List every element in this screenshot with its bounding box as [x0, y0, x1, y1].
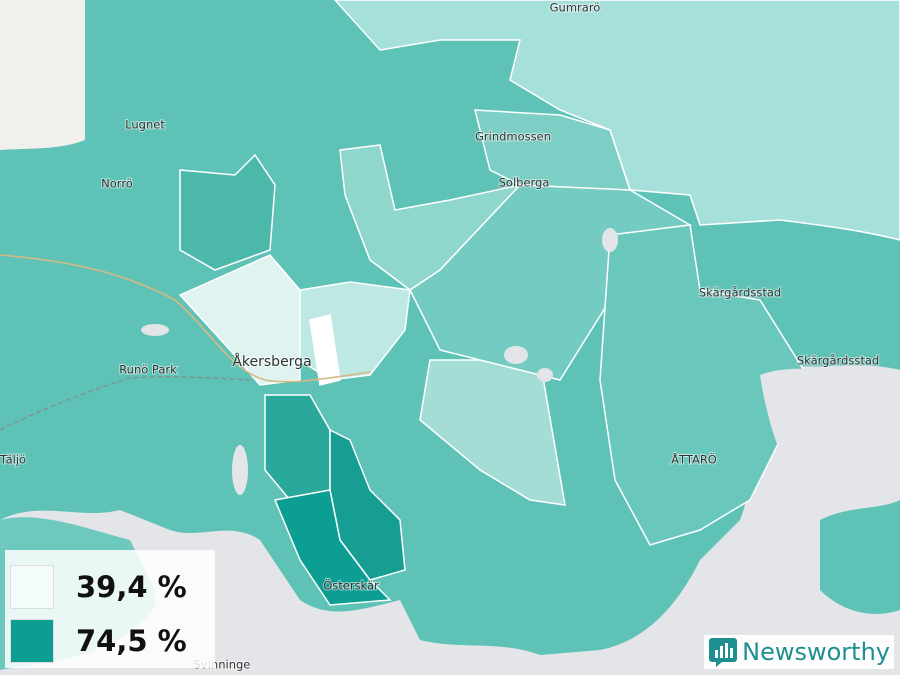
brand: Newsworthy — [704, 635, 894, 669]
legend: 39,4 % 74,5 % — [5, 550, 215, 668]
outside-area — [0, 0, 85, 150]
brand-name: Newsworthy — [742, 638, 890, 666]
place-label: Norrö — [101, 177, 133, 191]
regions — [178, 0, 900, 606]
road — [0, 254, 371, 383]
region — [179, 153, 276, 271]
place-label: Täljö — [0, 453, 26, 467]
island — [820, 500, 900, 614]
region — [273, 489, 392, 606]
legend-item: 39,4 % — [5, 561, 215, 613]
legend-item: 74,5 % — [5, 615, 215, 667]
legend-items: 39,4 % 74,5 % — [5, 561, 215, 667]
region — [309, 314, 341, 386]
legend-swatch — [10, 565, 54, 609]
place-label: Åkersberga — [232, 353, 311, 370]
place-label: Skärgårdsstad — [797, 354, 879, 368]
place-label: Skärgårdsstad — [699, 286, 781, 300]
place-label: Grindmossen — [475, 130, 551, 144]
region — [599, 224, 811, 546]
place-label: Lugnet — [125, 118, 165, 132]
legend-swatch — [10, 619, 54, 663]
legend-label: 39,4 % — [76, 570, 187, 604]
place-label: Gumrarö — [550, 1, 601, 15]
place-labels: Gumrarö Lugnet Grindmossen Norrö Solberga Skä… — [0, 0, 880, 673]
place-label: Solberga — [499, 176, 550, 190]
place-label: Österskär — [323, 577, 379, 593]
railway — [0, 376, 251, 431]
brand-logo — [709, 638, 738, 667]
region — [333, 0, 900, 241]
region — [178, 254, 301, 386]
place-label: Runö Park — [119, 363, 177, 377]
place-label: ÅTTARÖ — [671, 451, 717, 467]
legend-label: 74,5 % — [76, 624, 187, 658]
